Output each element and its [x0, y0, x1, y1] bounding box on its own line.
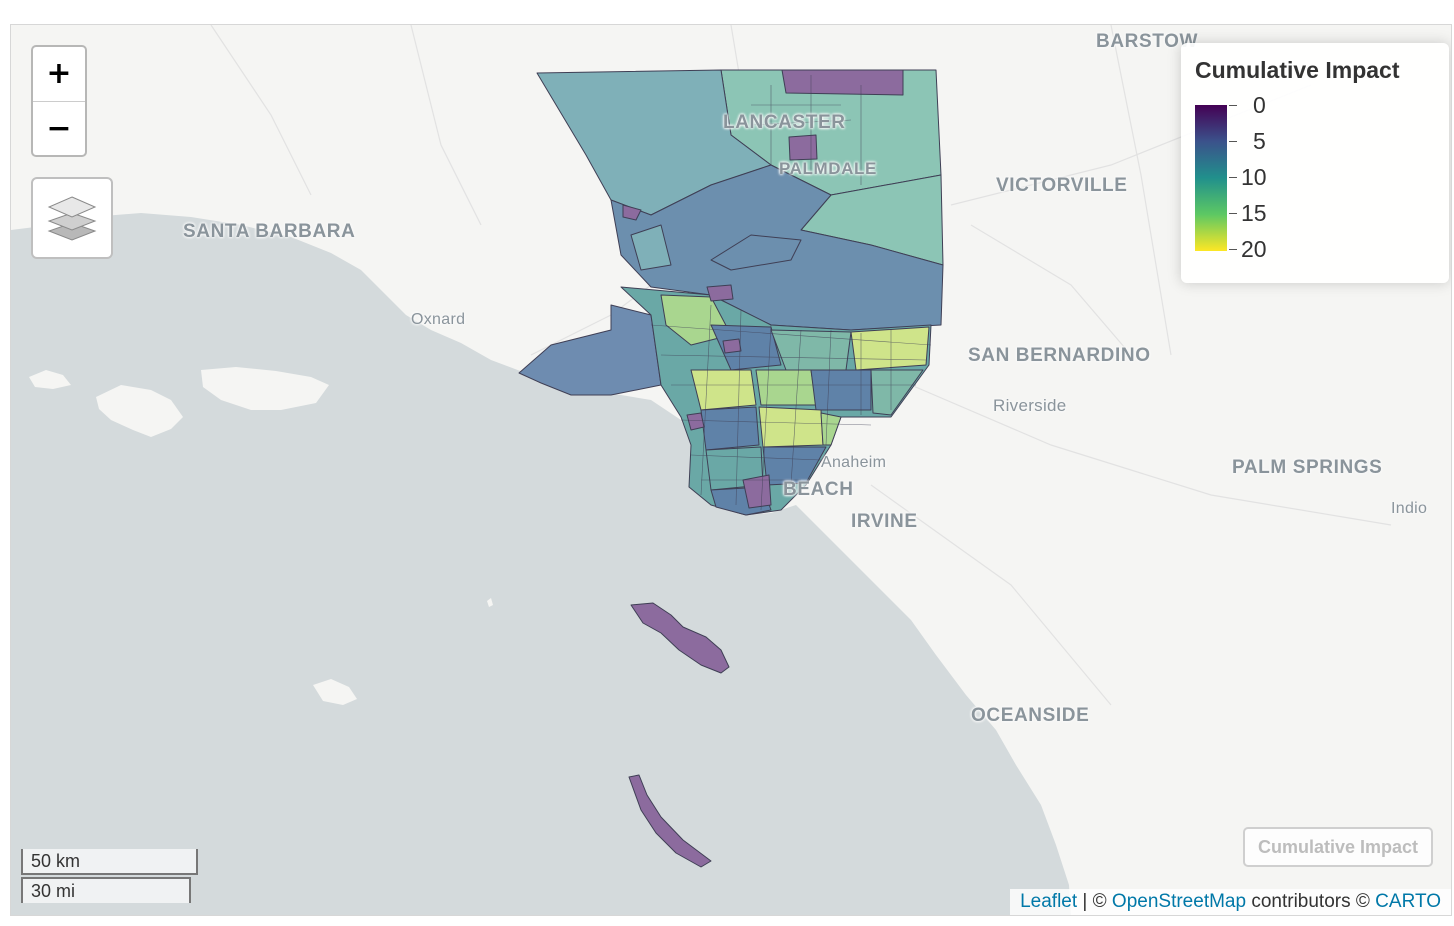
legend-tick — [1229, 105, 1237, 106]
legend-title: Cumulative Impact — [1195, 57, 1400, 83]
city-label-oceanside: OCEANSIDE — [971, 705, 1090, 726]
cumulative-impact-toggle-button[interactable]: Cumulative Impact — [1243, 827, 1433, 867]
catalina-island — [630, 602, 730, 674]
legend-color-ramp — [1195, 105, 1227, 251]
san-clemente-island — [628, 774, 712, 868]
city-label-long-beach: BEACH — [783, 479, 854, 500]
attribution-contributors: contributors © — [1246, 891, 1376, 912]
legend-tick — [1229, 141, 1237, 142]
attribution: Leaflet | © OpenStreetMap contributors ©… — [1010, 889, 1451, 915]
city-label-santa-barbara: SANTA BARBARA — [183, 221, 356, 242]
city-label-indio: Indio — [1391, 500, 1428, 517]
legend-tick — [1229, 213, 1237, 214]
zoom-out-button[interactable]: − — [46, 111, 72, 146]
layers-icon — [47, 196, 97, 241]
legend-tick — [1229, 249, 1237, 250]
openstreetmap-link[interactable]: OpenStreetMap — [1111, 891, 1247, 912]
carto-link[interactable]: CARTO — [1375, 891, 1441, 912]
legend-tick — [1229, 177, 1237, 178]
city-label-barstow: BARSTOW — [1096, 31, 1199, 52]
leaflet-link[interactable]: Leaflet — [1020, 891, 1078, 912]
legend: Cumulative Impact 0 5 10 15 20 — [1181, 43, 1449, 283]
city-label-victorville: VICTORVILLE — [996, 175, 1128, 196]
legend-label-15: 15 — [1241, 200, 1267, 226]
legend-label-0: 0 — [1253, 92, 1266, 118]
la-county — [518, 69, 944, 868]
scale-bar-mi: 30 mi — [21, 877, 191, 903]
san-nicolas-island — [313, 679, 357, 705]
attribution-separator: | © — [1077, 891, 1112, 912]
city-label-oxnard: Oxnard — [411, 311, 466, 328]
zoom-in-button[interactable]: + — [33, 47, 85, 102]
basemap — [11, 25, 1451, 915]
legend-label-20: 20 — [1241, 236, 1267, 262]
city-label-riverside: Riverside — [993, 396, 1067, 415]
scale-bar-km: 50 km — [21, 849, 198, 875]
city-label-palmdale: PALMDALE — [779, 159, 877, 178]
city-label-san-bernardino: SAN BERNARDINO — [968, 345, 1151, 366]
city-label-irvine: IRVINE — [851, 511, 918, 532]
san-miguel-island — [29, 370, 71, 389]
legend-label-10: 10 — [1241, 164, 1267, 190]
city-label-lancaster: LANCASTER — [723, 112, 846, 133]
zoom-control: + − — [31, 45, 87, 157]
santa-rosa-island — [96, 385, 183, 437]
santa-barbara-island — [487, 598, 493, 607]
map-canvas[interactable]: BARSTOW LANCASTER PALMDALE VICTORVILLE S… — [10, 24, 1452, 916]
legend-label-5: 5 — [1253, 128, 1266, 154]
santa-cruz-island — [201, 367, 329, 410]
city-label-palm-springs: PALM SPRINGS — [1232, 457, 1383, 478]
layers-control-button[interactable] — [31, 177, 113, 259]
city-label-anaheim: Anaheim — [821, 454, 887, 471]
